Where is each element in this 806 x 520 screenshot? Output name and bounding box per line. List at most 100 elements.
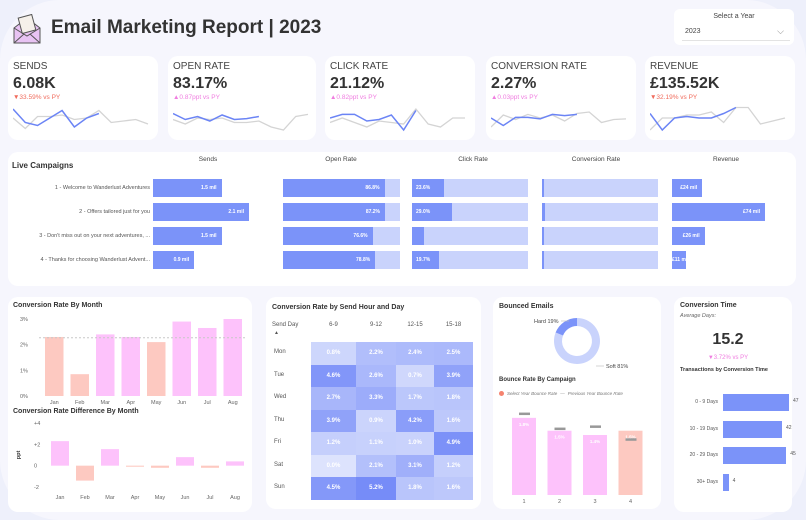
heatmap-column-header: 9-12: [369, 322, 382, 328]
year-filter: Select a Year 2023 ⌵: [674, 9, 794, 45]
campaign-name: 1 - Welcome to Wanderlust Adventures: [54, 185, 150, 191]
kpi-sparkline: [650, 106, 786, 132]
envelope-icon: [13, 14, 41, 44]
month-bar: [70, 374, 89, 396]
donut-label-hard: Hard 19%: [534, 319, 559, 325]
chevron-down-icon[interactable]: ⌵: [777, 26, 784, 36]
difference-bar: [76, 465, 94, 481]
heatmap-cell: 0.0%: [311, 454, 356, 477]
y-tick-label: 2%: [20, 343, 28, 349]
open-rate-bar: 87.2%: [283, 203, 386, 221]
kpi-title: CLICK RATE: [330, 61, 389, 72]
bounce-campaign-chart: 1.8% 1 1.5% 2 1.4% 3 1.5% 4: [512, 412, 643, 505]
kpi-sparkline: [173, 112, 309, 131]
conversion-rate-track: [542, 227, 658, 245]
y-tick-label: 3%: [20, 317, 28, 323]
difference-bar: [201, 465, 219, 468]
column-header: Sends: [198, 156, 218, 163]
sort-ascending-icon[interactable]: ▲: [274, 330, 279, 336]
heatmap-cell: 2.5%: [434, 342, 473, 365]
kpi-title: OPEN RATE: [173, 61, 231, 72]
x-tick-label: Aug: [230, 495, 240, 501]
x-tick-label: Jan: [56, 495, 65, 501]
heatmap-cell: 0.8%: [311, 342, 356, 365]
heatmap-cell: 1.6%: [434, 477, 473, 500]
heatmap-row-label: Sun: [274, 484, 285, 490]
heatmap-cell: 1.2%: [434, 454, 473, 477]
x-tick-label: May: [155, 495, 166, 501]
sparkline-previous-year: [173, 113, 309, 131]
conversion-time-delta: ▼3.72% vs PY: [707, 355, 749, 361]
heatmap-cell: 2.6%: [356, 364, 396, 387]
legend-current: Select Year Bounce Rate: [507, 391, 558, 396]
conversion-rate-track: [542, 251, 658, 269]
heatmap-cell: 0.9%: [356, 409, 396, 432]
month-bar: [96, 334, 115, 396]
kpi-title: SENDS: [13, 61, 48, 72]
year-select[interactable]: 2023 ⌵: [682, 23, 790, 41]
bounce-campaign-title: Bounce Rate By Campaign: [499, 377, 576, 383]
revenue-bar: £24 mil: [672, 179, 703, 197]
bounce-bar-label: 1.5%: [625, 435, 635, 440]
x-tick-label: 1: [522, 499, 525, 505]
kpi-title: REVENUE: [650, 61, 699, 72]
x-tick-label: Jan: [50, 400, 59, 406]
kpi-sparkline: [13, 108, 149, 130]
x-tick-label: Jul: [206, 495, 213, 501]
sparkline-current-year: [330, 110, 417, 132]
heatmap-row-label: Sat: [274, 461, 284, 468]
kpi-card: CONVERSION RATE 2.27% ▲0.03ppt vs PY: [486, 56, 636, 140]
conversion-time-panel: Conversion Time Average Days: 15.2 ▼3.72…: [674, 297, 799, 512]
bounce-bar-label: 1.8%: [519, 422, 529, 427]
sparkline-current-year: [491, 113, 577, 127]
difference-bar: [151, 465, 169, 468]
open-rate-bar: 78.8%: [283, 251, 376, 269]
bounced-panel: Bounced Emails Hard 19% Soft 81% Bounce R…: [493, 297, 661, 509]
legend-dash-icon: —: [560, 391, 565, 396]
x-tick-label: 3: [593, 499, 596, 505]
transactions-value: 42: [785, 424, 792, 431]
year-filter-label: Select a Year: [713, 13, 755, 20]
conversion-time-value: 15.2: [712, 331, 744, 348]
conversion-month-panel: Conversion Rate By Month 0% 1% 2% 3% Jan Feb M…: [8, 297, 252, 512]
month-bar: [147, 342, 166, 396]
transactions-bar: [723, 473, 729, 491]
click-rate-track: 23.6%: [412, 179, 528, 197]
heatmap-column-header: 15-18: [445, 322, 462, 328]
transactions-category-label: 0 - 9 Days: [695, 399, 718, 405]
click-rate-bar: 29.0%: [412, 203, 452, 221]
kpi-value: £135.52K: [650, 75, 720, 92]
y-tick-label: +2: [34, 442, 40, 448]
month-bar: [198, 327, 217, 396]
heatmap-panel: Conversion Rate by Send Hour and Day Sen…: [266, 297, 481, 509]
revenue-bar: £11 m: [672, 251, 686, 269]
conversion-rate-bar: [542, 203, 546, 221]
conversion-rate-bar: [542, 251, 544, 269]
column-header: Conversion Rate: [571, 156, 621, 163]
open-rate-track: 87.2%: [283, 203, 400, 221]
difference-bar: [176, 457, 194, 466]
y-tick-label: -2: [34, 485, 39, 491]
sends-bar: 0.9 mil: [153, 251, 195, 269]
x-tick-label: Jun: [181, 495, 190, 501]
bounce-bar-label: 1.4%: [590, 439, 600, 444]
kpi-inner: REVENUE £135.52K ▼32.19% vs PY: [650, 56, 795, 140]
heatmap-cell: 4.9%: [434, 432, 473, 455]
kpi-delta: ▲0.87ppt vs PY: [173, 94, 220, 101]
click-rate-bar: [412, 227, 425, 245]
x-tick-label: May: [151, 400, 162, 406]
sparkline-current-year: [13, 108, 100, 129]
kpi-inner: SENDS 6.08K ▼33.59% vs PY: [13, 56, 158, 140]
bounced-title: Bounced Emails: [499, 303, 554, 310]
sparkline-current-year: [173, 112, 260, 122]
heatmap-cell: 1.6%: [434, 409, 473, 432]
kpi-value: 2.27%: [491, 75, 537, 92]
heatmap-row-label: Fri: [274, 439, 281, 445]
kpi-card: SENDS 6.08K ▼33.59% vs PY: [8, 56, 158, 140]
y-tick-label: 1%: [20, 368, 28, 374]
conversion-month-chart: 0% 1% 2% 3% Jan Feb Mar Apr May Jun Jul Aug: [20, 317, 246, 406]
bounce-legend: Select Year Bounce Rate — Previous Year …: [499, 391, 623, 396]
kpi-delta: ▼32.19% vs PY: [650, 94, 698, 101]
month-bar: [172, 321, 191, 396]
sends-bar: 1.5 mil: [153, 179, 222, 197]
